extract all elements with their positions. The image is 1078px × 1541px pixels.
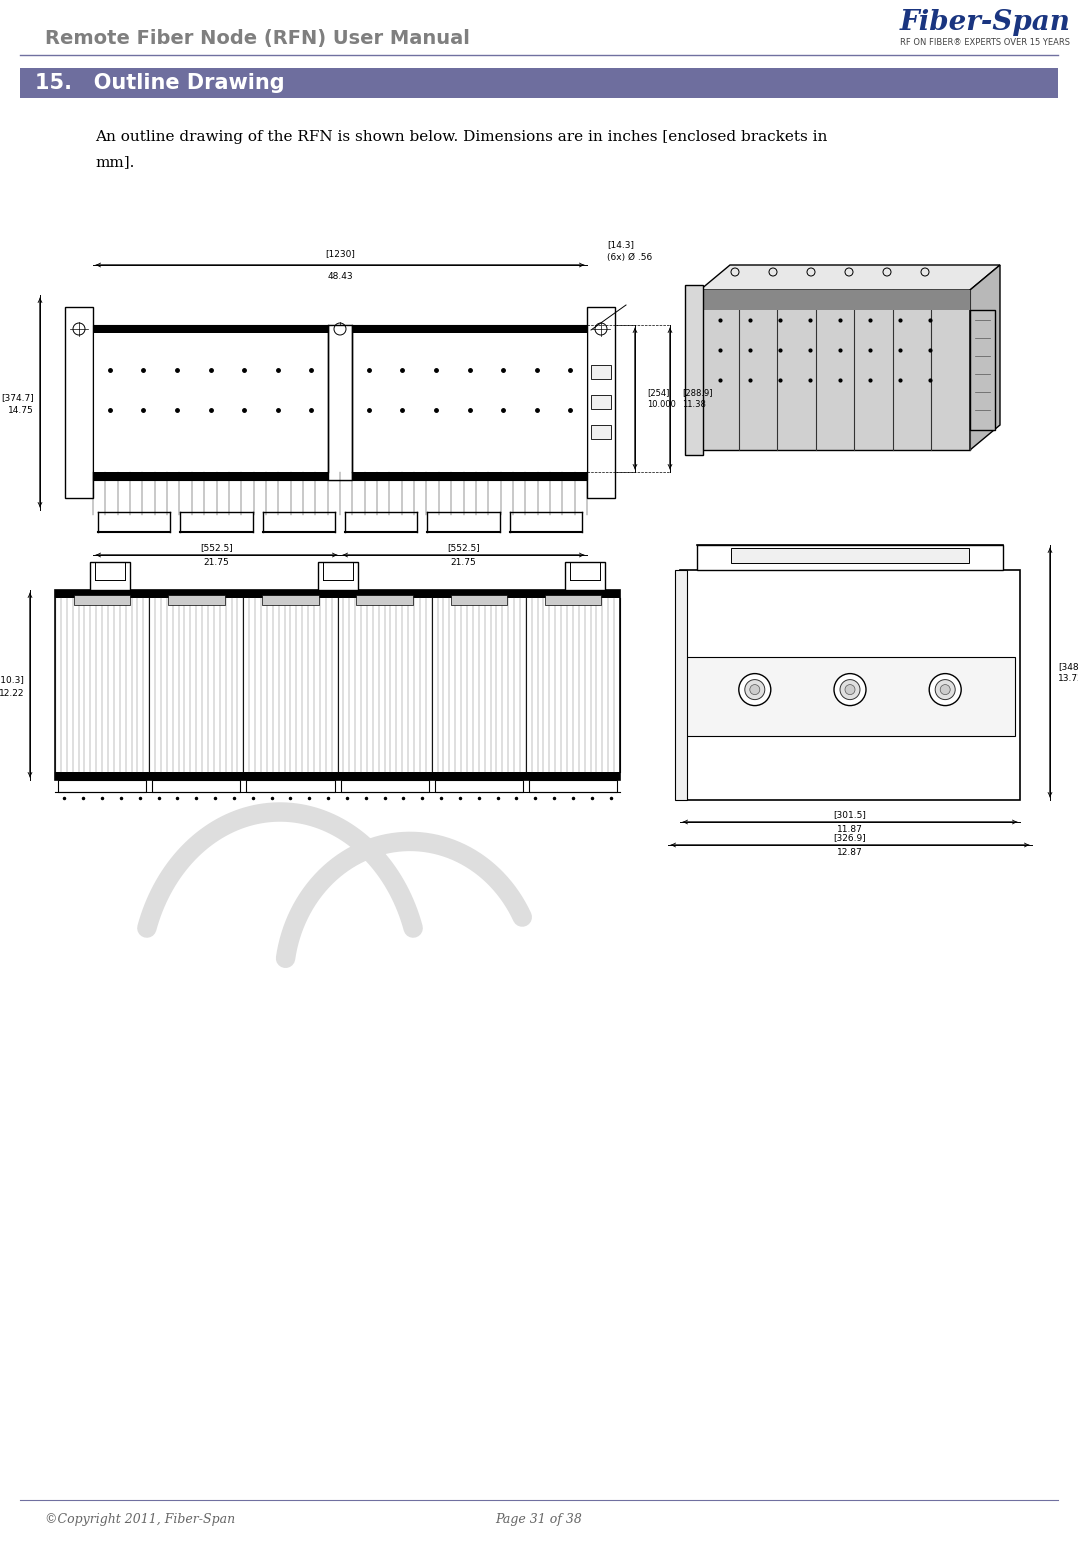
Bar bbox=[152, 780, 240, 792]
Bar bbox=[588, 307, 616, 498]
Text: 11.38: 11.38 bbox=[682, 401, 706, 408]
Bar bbox=[675, 570, 687, 800]
Text: 11.87: 11.87 bbox=[837, 824, 862, 834]
Text: 13.72: 13.72 bbox=[1058, 673, 1078, 683]
Text: [552.5]: [552.5] bbox=[201, 544, 233, 553]
Bar bbox=[685, 285, 703, 455]
Bar bbox=[565, 562, 605, 590]
Bar bbox=[328, 325, 353, 479]
Bar bbox=[544, 595, 602, 606]
Bar bbox=[700, 290, 970, 310]
Bar bbox=[591, 394, 611, 408]
Bar bbox=[434, 780, 523, 792]
Text: mm].: mm]. bbox=[95, 156, 135, 170]
Bar bbox=[89, 562, 130, 590]
Bar bbox=[55, 590, 620, 598]
Text: RF ON FIBER® EXPERTS OVER 15 YEARS: RF ON FIBER® EXPERTS OVER 15 YEARS bbox=[900, 37, 1070, 46]
Text: [552.5]: [552.5] bbox=[447, 544, 480, 553]
Text: ©Copyright 2011, Fiber-Span: ©Copyright 2011, Fiber-Span bbox=[45, 1513, 235, 1527]
Text: [1230]: [1230] bbox=[326, 250, 355, 257]
Bar bbox=[680, 570, 1020, 800]
Text: [254]: [254] bbox=[647, 388, 669, 398]
Text: 48.43: 48.43 bbox=[328, 273, 353, 280]
Bar bbox=[93, 472, 588, 479]
Circle shape bbox=[845, 684, 855, 695]
Bar bbox=[58, 780, 147, 792]
Circle shape bbox=[940, 684, 950, 695]
Bar bbox=[529, 780, 617, 792]
Bar bbox=[591, 424, 611, 439]
Circle shape bbox=[936, 680, 955, 700]
Bar bbox=[65, 307, 93, 498]
Text: Fiber-Span: Fiber-Span bbox=[900, 9, 1070, 35]
Bar bbox=[247, 780, 334, 792]
Bar bbox=[451, 595, 507, 606]
Text: [348.4]: [348.4] bbox=[1058, 663, 1078, 670]
Text: Page 31 of 38: Page 31 of 38 bbox=[496, 1513, 582, 1527]
Bar bbox=[93, 325, 588, 479]
Bar bbox=[73, 595, 130, 606]
Text: 12.22: 12.22 bbox=[0, 689, 24, 698]
Text: 15.   Outline Drawing: 15. Outline Drawing bbox=[34, 72, 285, 92]
Bar bbox=[731, 549, 969, 562]
Text: [288.9]: [288.9] bbox=[682, 388, 713, 398]
Bar bbox=[591, 365, 611, 379]
Text: An outline drawing of the RFN is shown below. Dimensions are in inches [enclosed: An outline drawing of the RFN is shown b… bbox=[95, 129, 828, 143]
Bar bbox=[685, 658, 1015, 735]
Text: 21.75: 21.75 bbox=[451, 558, 476, 567]
Bar bbox=[93, 325, 588, 333]
Text: Remote Fiber Node (RFN) User Manual: Remote Fiber Node (RFN) User Manual bbox=[45, 28, 470, 48]
Polygon shape bbox=[970, 265, 1000, 450]
Circle shape bbox=[929, 673, 962, 706]
Polygon shape bbox=[700, 265, 1000, 290]
Bar bbox=[970, 310, 995, 430]
Circle shape bbox=[834, 673, 866, 706]
Bar bbox=[55, 590, 620, 780]
Circle shape bbox=[745, 680, 764, 700]
Text: [301.5]: [301.5] bbox=[833, 811, 867, 820]
Text: 12.87: 12.87 bbox=[838, 848, 862, 857]
Circle shape bbox=[738, 673, 771, 706]
Text: 14.75: 14.75 bbox=[9, 405, 34, 415]
Text: 21.75: 21.75 bbox=[204, 558, 230, 567]
Circle shape bbox=[840, 680, 860, 700]
Text: [310.3]: [310.3] bbox=[0, 675, 24, 684]
Bar bbox=[341, 780, 429, 792]
Bar bbox=[168, 595, 224, 606]
Bar bbox=[20, 68, 1058, 99]
Bar bbox=[318, 562, 358, 590]
Text: (6x) Ø .56: (6x) Ø .56 bbox=[607, 253, 652, 262]
Bar bbox=[357, 595, 413, 606]
Bar bbox=[697, 546, 1003, 570]
Bar bbox=[55, 772, 620, 780]
Circle shape bbox=[750, 684, 760, 695]
Text: [326.9]: [326.9] bbox=[833, 834, 867, 843]
Bar bbox=[262, 595, 319, 606]
Bar bbox=[700, 290, 970, 450]
Text: 10.000: 10.000 bbox=[647, 401, 676, 408]
Text: [14.3]: [14.3] bbox=[607, 240, 634, 250]
Text: [374.7]: [374.7] bbox=[1, 393, 34, 402]
